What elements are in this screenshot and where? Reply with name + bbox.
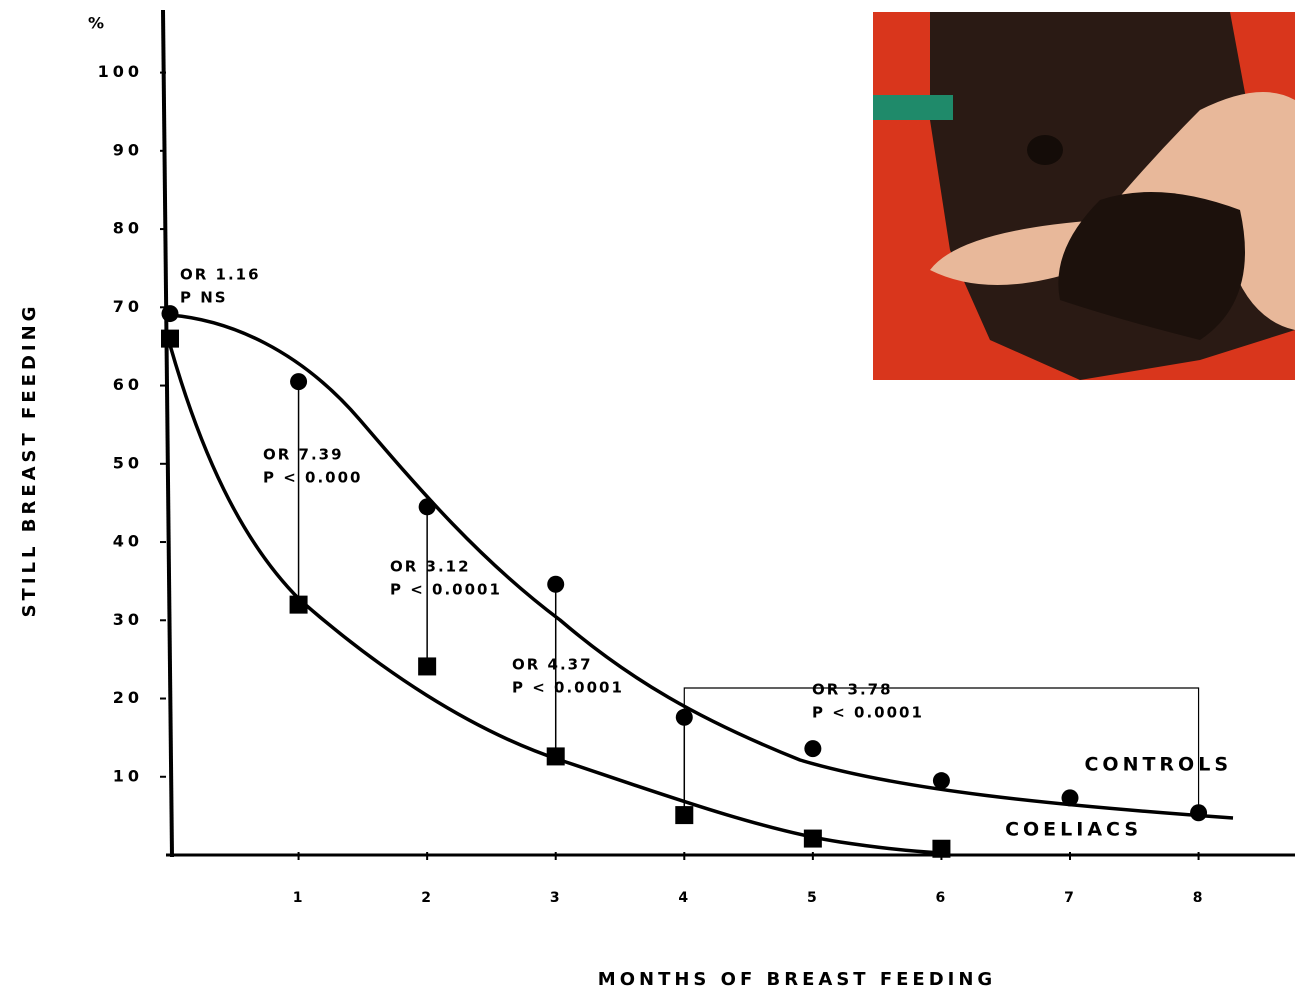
annotation: P < 0.0001 [812, 704, 924, 722]
point [675, 708, 693, 726]
point [546, 747, 565, 766]
x-tick-label: 7 [1064, 890, 1076, 906]
x-tick-label: 8 [1193, 890, 1205, 906]
point [418, 498, 436, 516]
y-axis [161, 9, 174, 858]
point [289, 595, 308, 614]
point [675, 806, 694, 825]
y-tick-label: 20 [113, 688, 143, 707]
series-label: COELIACS [1005, 819, 1142, 841]
point [932, 839, 951, 858]
y-tick-label: 90 [113, 140, 143, 159]
point [932, 772, 950, 790]
annotation: OR 7.39 [263, 446, 344, 464]
annotation: P < 0.0001 [512, 679, 624, 697]
y-tick-label: 80 [113, 219, 143, 238]
annotation: OR 3.12 [390, 558, 471, 576]
point [1061, 789, 1079, 807]
y-tick-label: 10 [113, 766, 143, 785]
y-tick-label: 60 [113, 375, 143, 394]
x-tick-label: 5 [807, 890, 819, 906]
point [161, 305, 179, 323]
x-tick-label: 6 [936, 890, 948, 906]
fit-curve-controls [169, 313, 1234, 820]
x-tick-label: 3 [550, 890, 562, 906]
annotation: OR 1.16 [180, 266, 261, 284]
y-tick-label: 100 [98, 62, 143, 81]
point [418, 657, 437, 676]
y-axis-title: STILL BREAST FEEDING [19, 303, 40, 618]
point [161, 329, 179, 348]
bracket [683, 687, 1200, 813]
point [290, 373, 308, 391]
point [1190, 804, 1208, 822]
annotation: P < 0.0001 [390, 581, 502, 599]
y-tick-label: 50 [113, 453, 143, 472]
point [803, 829, 822, 848]
photo [873, 12, 1295, 380]
point [804, 740, 822, 758]
y-unit: % [88, 14, 106, 33]
annotation: OR 4.37 [512, 656, 593, 674]
annotation: P NS [180, 289, 228, 307]
x-tick-label: 2 [421, 890, 433, 906]
x-tick-label: 1 [293, 890, 305, 906]
x-tick-label: 4 [678, 890, 690, 906]
point [547, 575, 565, 593]
y-tick-label: 30 [113, 610, 143, 629]
fit-curve-coeliacs [168, 344, 946, 855]
annotation: OR 3.78 [812, 681, 893, 699]
x-axis-title: MONTHS OF BREAST FEEDING [598, 969, 996, 990]
y-tick-label: 70 [113, 297, 143, 316]
series-label: CONTROLS [1084, 754, 1232, 776]
y-tick-label: 40 [113, 532, 143, 551]
annotation: P < 0.000 [263, 469, 362, 487]
